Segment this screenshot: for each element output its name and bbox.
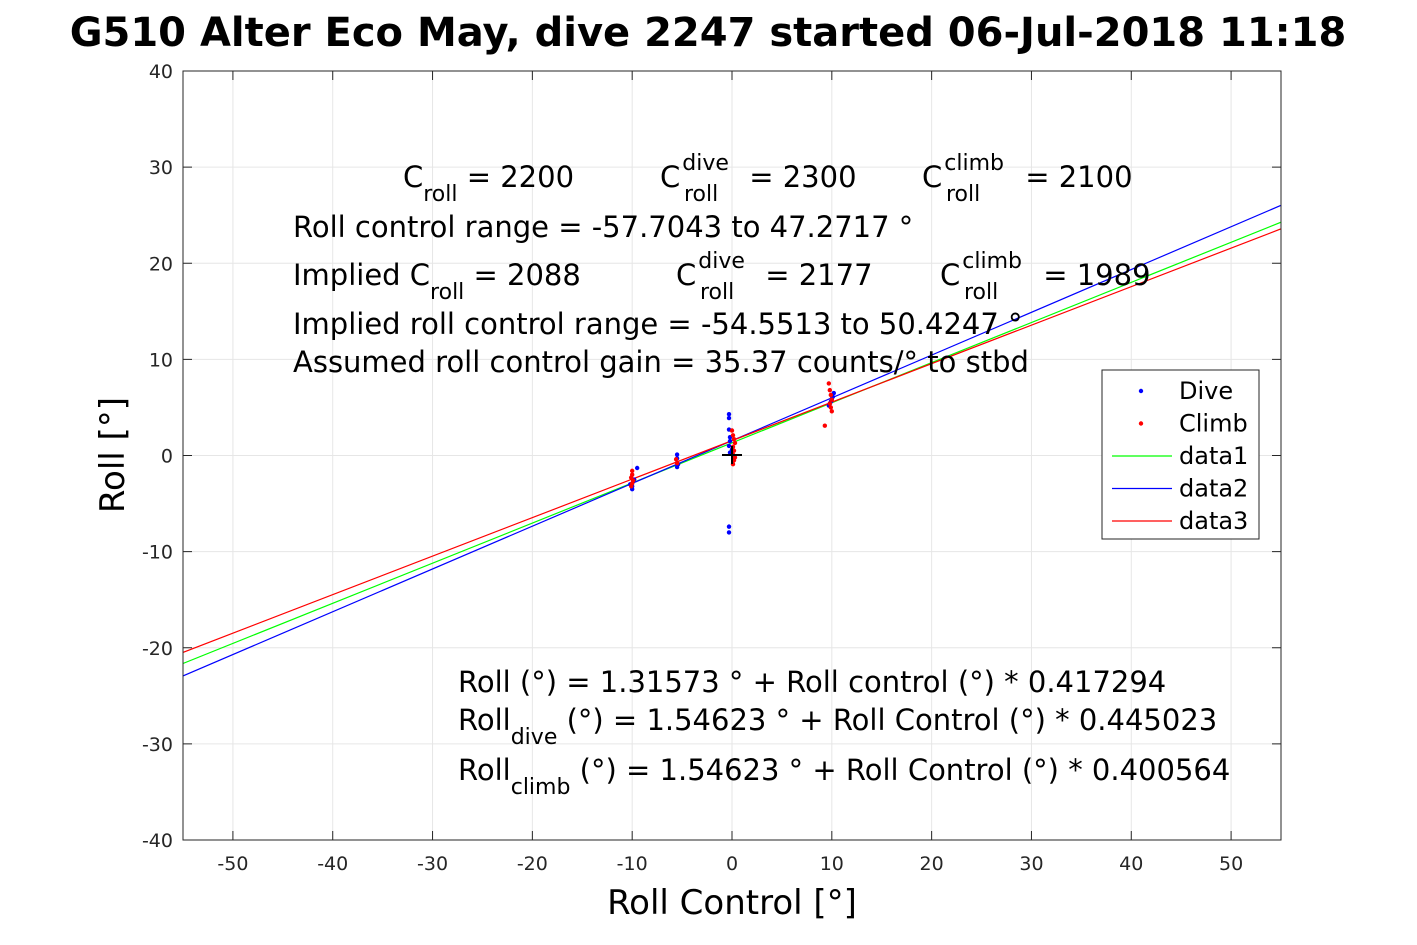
y-axis-label: Roll [°] [93,397,133,513]
y-tick-label: 10 [149,349,173,371]
point-climb [629,468,635,474]
y-tick-label: -40 [142,830,173,852]
point-climb [829,397,835,402]
point-climb [729,428,735,433]
y-tick-label: 20 [149,253,173,275]
point-dive [726,524,732,529]
implied-c-roll-text: Implied Croll = 2088 [293,258,581,305]
range-text: Roll control range = -57.7043 to 47.2717… [293,210,913,244]
y-tick-label: -30 [142,734,173,756]
legend-marker-climb [1138,421,1144,426]
point-climb [673,457,679,462]
x-axis-label: Roll Control [°] [607,883,857,923]
x-tick-label: 30 [1019,853,1043,875]
point-dive [726,415,732,421]
annotations-lower: Roll (°) = 1.31573 ° + Roll control (°) … [458,665,1230,800]
fit-line-data1 [183,221,1281,665]
x-tick-label: 0 [726,853,738,875]
annotations-upper: Croll = 2200 Cdive roll = 2300 Cclimb roll… [293,151,1151,379]
point-dive [726,411,732,417]
chart-title: G510 Alter Eco May, dive 2247 started 06… [70,10,1347,56]
x-tick-label: -50 [217,853,248,875]
point-climb [826,381,832,386]
point-climb [731,436,737,442]
point-dive [726,530,732,535]
point-climb [674,460,680,466]
point-climb [732,440,738,446]
point-climb [827,387,833,393]
point-dive [674,464,680,470]
legend-marker-dive [1138,388,1144,394]
point-dive [727,438,733,444]
fit-climb-text: Rollclimb (°) = 1.54623 ° + Roll Control… [458,753,1230,800]
c-roll-text: Croll = 2200 [403,160,574,207]
implied-c-climb-text: Cclimb roll = 1989 [940,249,1151,305]
implied-c-dive-text: Cdive roll = 2177 [676,249,873,305]
legend: Dive Climb data1 data2 data3 [1101,369,1260,540]
y-tick-label: -10 [142,542,173,564]
x-tick-label: 10 [820,853,844,875]
legend-label-data3: data3 [1179,507,1248,535]
legend-label-data1: data1 [1179,442,1248,470]
legend-label-climb: Climb [1179,410,1248,438]
x-tick-label: -30 [417,853,448,875]
c-dive-text: Cdive roll = 2300 [660,151,857,207]
point-climb [827,401,833,406]
x-tick-label: -10 [617,853,648,875]
scatter-points [627,381,837,535]
point-climb [828,405,834,410]
point-dive [674,452,680,457]
point-climb [628,484,634,489]
y-tick-label: 0 [161,446,173,468]
fit-dive-text: Rolldive (°) = 1.54623 ° + Roll Control … [458,703,1217,750]
x-tick-label: 20 [920,853,944,875]
point-dive [726,443,732,449]
y-tick-label: 30 [149,157,173,179]
y-tick-label: 40 [149,61,173,83]
y-ticks: -40 -30 -20 -10 0 10 20 30 40 [142,61,1281,852]
legend-label-data2: data2 [1179,475,1248,503]
x-tick-label: 50 [1219,853,1243,875]
c-climb-text: Cclimb roll = 2100 [922,151,1133,207]
point-climb [822,423,828,428]
x-ticks: -50 -40 -30 -20 -10 0 10 20 30 40 50 [217,71,1243,875]
point-climb [829,409,835,414]
implied-range-text: Implied roll control range = -54.5513 to… [293,307,1023,341]
gain-text: Assumed roll control gain = 35.37 counts… [293,345,1029,379]
x-tick-label: -20 [517,853,548,875]
point-climb [828,392,834,398]
y-tick-label: -20 [142,638,173,660]
zero-marker [722,446,742,464]
fit-all-text: Roll (°) = 1.31573 ° + Roll control (°) … [458,665,1166,699]
legend-box [1101,369,1260,540]
point-climb [730,433,736,438]
point-dive [634,465,640,471]
x-tick-label: -40 [317,853,348,875]
legend-label-dive: Dive [1179,377,1233,405]
x-tick-label: 40 [1119,853,1143,875]
